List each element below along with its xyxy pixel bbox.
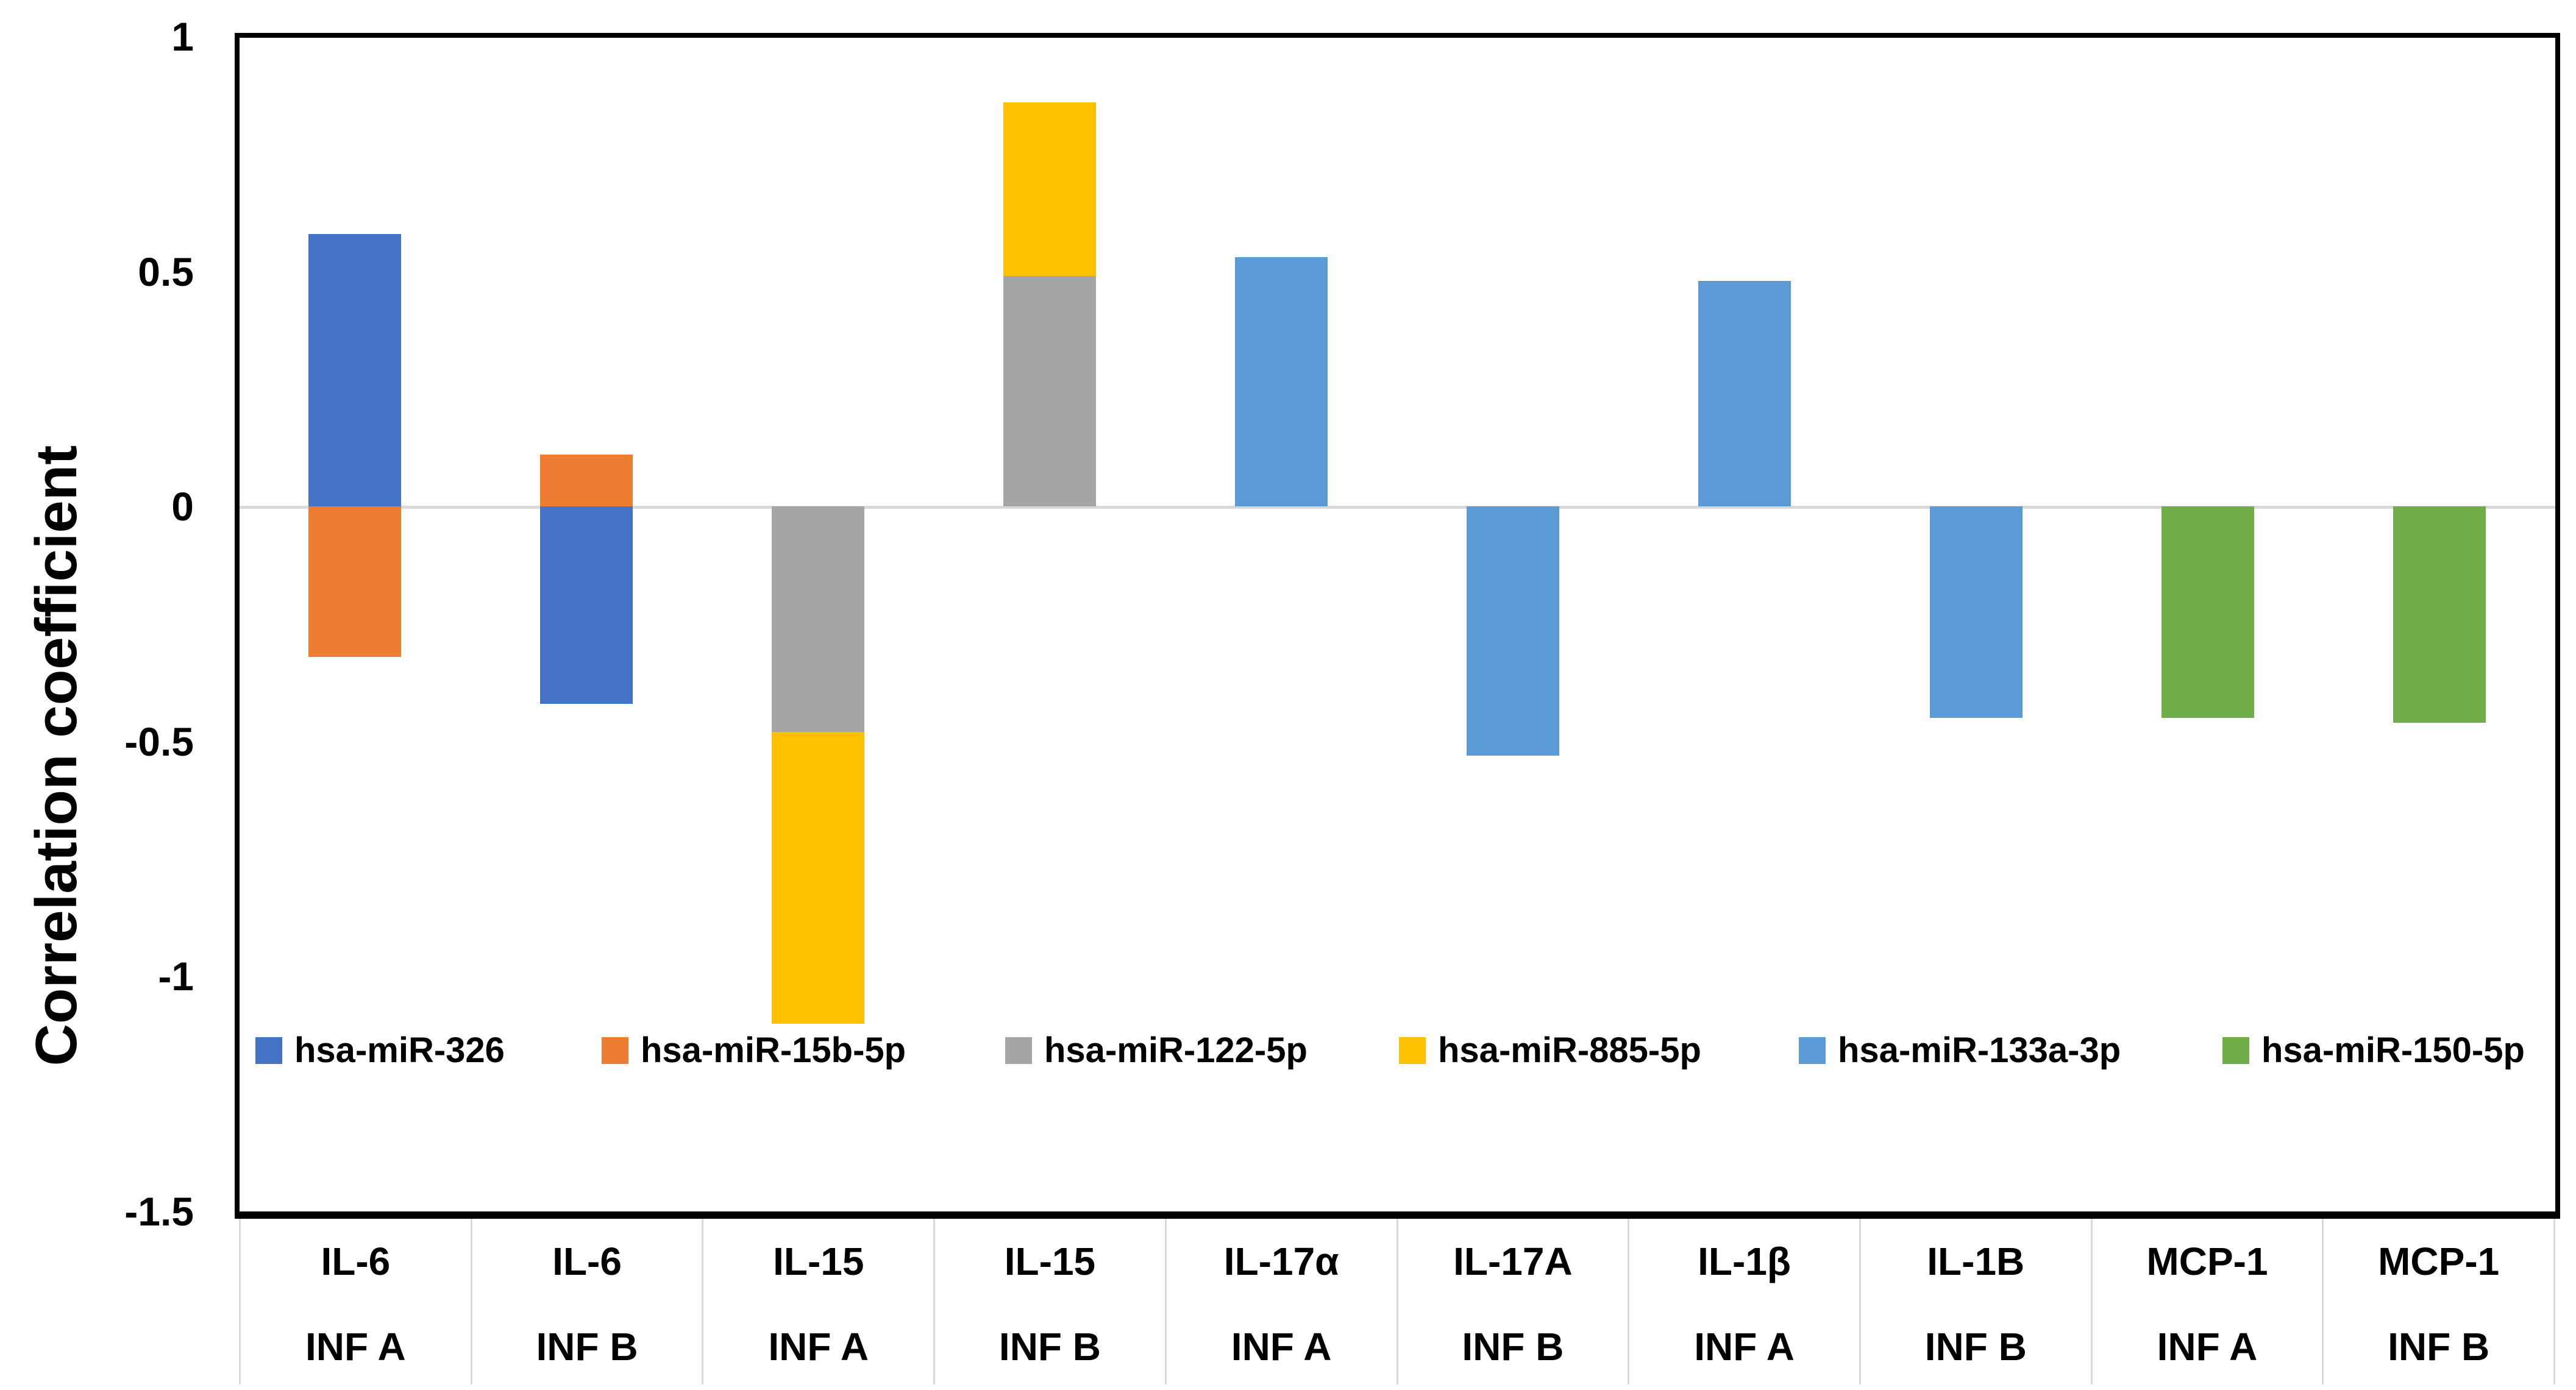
legend-label: hsa-miR-326 — [294, 1030, 505, 1070]
bar-segment-hsa-miR-122-5p — [772, 506, 864, 732]
x-category-cytokine: IL-6 — [552, 1239, 622, 1283]
plot-border-top — [235, 33, 2560, 38]
x-category-cytokine: IL-17α — [1223, 1239, 1339, 1283]
x-category-cell: IL-6 INF B — [472, 1219, 704, 1385]
bar-segment-hsa-miR-15b-5p — [540, 455, 633, 507]
x-category-cytokine: IL-1β — [1698, 1239, 1791, 1283]
bar-segment-hsa-miR-133a-3p — [1235, 257, 1328, 507]
x-category-interferon: INF B — [1924, 1325, 2027, 1369]
x-category-interferon: INF A — [768, 1325, 869, 1369]
x-axis-labels: IL-6 INF A IL-6 INF B IL-15 INF A IL-15 INF B IL… — [239, 1219, 2556, 1385]
x-category-cytokine: IL-15 — [773, 1239, 864, 1283]
legend-item: hsa-miR-326 — [255, 1031, 505, 1070]
legend-label: hsa-miR-150-5p — [2261, 1030, 2525, 1070]
zero-gridline — [240, 506, 2555, 509]
x-category-cytokine: MCP-1 — [2378, 1239, 2500, 1283]
x-category-cytokine: IL-15 — [1004, 1239, 1096, 1283]
x-category-interferon: INF A — [1231, 1325, 1332, 1369]
bar-segment-hsa-miR-150-5p — [2393, 506, 2486, 723]
x-category-cytokine: MCP-1 — [2146, 1239, 2268, 1283]
legend-item: hsa-miR-133a-3p — [1799, 1031, 2121, 1070]
plot-border-left — [235, 33, 240, 1219]
x-category-interferon: INF B — [1462, 1325, 1564, 1369]
legend-item: hsa-miR-150-5p — [2222, 1031, 2525, 1070]
legend-label: hsa-miR-133a-3p — [1838, 1030, 2121, 1070]
bar-segment-hsa-miR-133a-3p — [1698, 281, 1791, 507]
bar-segment-hsa-miR-150-5p — [2161, 506, 2254, 718]
plot-border-right — [2555, 33, 2560, 1219]
legend-label: hsa-miR-122-5p — [1044, 1030, 1308, 1070]
y-tick-label: 0.5 — [138, 249, 194, 294]
legend-item: hsa-miR-15b-5p — [602, 1031, 906, 1070]
y-tick-label: 1 — [171, 14, 194, 59]
x-category-cell: MCP-1 INF A — [2093, 1219, 2324, 1385]
x-category-interferon: INF A — [305, 1325, 406, 1369]
x-category-cell: IL-1B INF B — [1861, 1219, 2093, 1385]
x-category-cell: IL-1β INF A — [1629, 1219, 1861, 1385]
x-category-cell: IL-17α INF A — [1167, 1219, 1398, 1385]
x-category-cell: IL-17A INF B — [1398, 1219, 1630, 1385]
bar-segment-hsa-miR-122-5p — [1003, 276, 1096, 507]
bar-segment-hsa-miR-885-5p — [1003, 102, 1096, 277]
legend-label: hsa-miR-15b-5p — [641, 1030, 906, 1070]
x-category-interferon: INF A — [1694, 1325, 1795, 1369]
x-category-cytokine: IL-1B — [1927, 1239, 2025, 1283]
legend-swatch-icon — [255, 1037, 282, 1064]
legend-label: hsa-miR-885-5p — [1438, 1030, 1701, 1070]
legend-swatch-icon — [1399, 1037, 1426, 1064]
x-category-interferon: INF A — [2157, 1325, 2258, 1369]
x-category-cell: MCP-1 INF B — [2324, 1219, 2556, 1385]
x-category-cell: IL-6 INF A — [239, 1219, 472, 1385]
bar-segment-hsa-miR-326 — [540, 506, 633, 704]
y-tick-label: 0 — [171, 484, 194, 530]
legend-swatch-icon — [1799, 1037, 1826, 1064]
legend-item: hsa-miR-122-5p — [1005, 1031, 1308, 1070]
x-category-cytokine: IL-17A — [1453, 1239, 1573, 1283]
x-category-cell: IL-15 INF A — [703, 1219, 936, 1385]
y-tick-label: -1 — [158, 954, 194, 999]
legend-item: hsa-miR-885-5p — [1399, 1031, 1701, 1070]
y-tick-label: -1.5 — [124, 1189, 194, 1234]
x-axis-line — [235, 1211, 2560, 1219]
bar-segment-hsa-miR-133a-3p — [1467, 506, 1559, 756]
x-category-cell: IL-15 INF B — [935, 1219, 1167, 1385]
bar-segment-hsa-miR-133a-3p — [1930, 506, 2023, 718]
y-tick-label: -0.5 — [124, 718, 194, 764]
legend-swatch-icon — [602, 1037, 628, 1064]
bar-segment-hsa-miR-326 — [308, 233, 401, 507]
x-category-cytokine: IL-6 — [321, 1239, 391, 1283]
legend-swatch-icon — [2222, 1037, 2249, 1064]
x-category-interferon: INF B — [536, 1325, 638, 1369]
legend-swatch-icon — [1005, 1037, 1032, 1064]
bar-segment-hsa-miR-885-5p — [772, 732, 864, 1024]
x-category-interferon: INF B — [2388, 1325, 2490, 1369]
x-category-interferon: INF B — [998, 1325, 1101, 1369]
bar-segment-hsa-miR-15b-5p — [308, 506, 401, 657]
